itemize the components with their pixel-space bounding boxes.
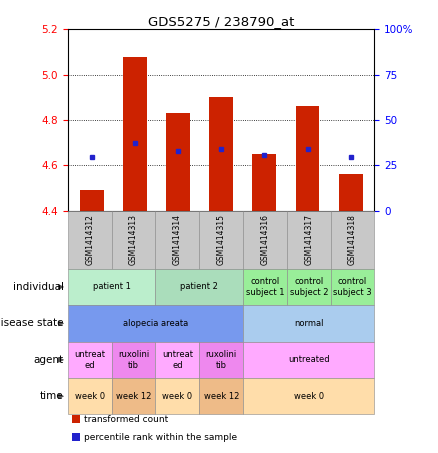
Text: GSM1414313: GSM1414313 <box>129 214 138 265</box>
Bar <box>112 378 155 414</box>
Bar <box>155 342 199 378</box>
Text: ruxolini
tib: ruxolini tib <box>118 350 149 370</box>
Bar <box>123 57 147 211</box>
Bar <box>243 305 374 342</box>
Bar <box>287 211 331 269</box>
Bar <box>68 305 243 342</box>
Bar <box>68 211 112 269</box>
Text: control
subject 1: control subject 1 <box>246 277 284 297</box>
Text: week 0: week 0 <box>162 392 192 401</box>
Text: alopecia areata: alopecia areata <box>123 319 188 328</box>
Text: week 12: week 12 <box>116 392 151 401</box>
Text: agent: agent <box>33 355 64 365</box>
Bar <box>166 113 190 211</box>
Text: control
subject 2: control subject 2 <box>290 277 328 297</box>
Bar <box>199 378 243 414</box>
Bar <box>155 269 243 305</box>
Text: GSM1414317: GSM1414317 <box>304 214 313 265</box>
Text: GSM1414318: GSM1414318 <box>348 214 357 265</box>
Text: untreated: untreated <box>288 355 330 364</box>
Text: disease state: disease state <box>0 318 64 328</box>
Bar <box>112 342 155 378</box>
Bar <box>68 378 112 414</box>
Text: individual: individual <box>13 282 64 292</box>
Text: patient 1: patient 1 <box>93 283 131 291</box>
Text: week 12: week 12 <box>204 392 239 401</box>
Bar <box>243 211 287 269</box>
Bar <box>331 269 374 305</box>
Bar <box>209 97 233 211</box>
Text: week 0: week 0 <box>294 392 324 401</box>
Text: percentile rank within the sample: percentile rank within the sample <box>84 433 237 442</box>
Text: GSM1414312: GSM1414312 <box>85 214 94 265</box>
Bar <box>80 190 103 211</box>
Text: untreat
ed: untreat ed <box>74 350 105 370</box>
Bar <box>68 342 112 378</box>
Bar <box>331 211 374 269</box>
Bar <box>243 342 374 378</box>
Bar <box>155 211 199 269</box>
Title: GDS5275 / 238790_at: GDS5275 / 238790_at <box>148 15 294 28</box>
Text: GSM1414314: GSM1414314 <box>173 214 182 265</box>
Text: patient 2: patient 2 <box>180 283 218 291</box>
Bar <box>243 269 287 305</box>
Bar <box>252 154 276 211</box>
Text: GSM1414316: GSM1414316 <box>261 214 269 265</box>
Text: transformed count: transformed count <box>84 414 168 424</box>
Bar <box>287 269 331 305</box>
Bar <box>199 211 243 269</box>
Text: week 0: week 0 <box>75 392 105 401</box>
Text: GSM1414315: GSM1414315 <box>217 214 226 265</box>
Bar <box>199 342 243 378</box>
Text: ruxolini
tib: ruxolini tib <box>205 350 237 370</box>
Bar <box>243 378 374 414</box>
Text: untreat
ed: untreat ed <box>162 350 193 370</box>
Text: normal: normal <box>294 319 324 328</box>
Bar <box>339 174 363 211</box>
Bar <box>112 211 155 269</box>
Text: control
subject 3: control subject 3 <box>333 277 372 297</box>
Bar <box>68 269 155 305</box>
Bar <box>296 106 319 211</box>
Text: time: time <box>40 391 64 401</box>
Bar <box>155 378 199 414</box>
